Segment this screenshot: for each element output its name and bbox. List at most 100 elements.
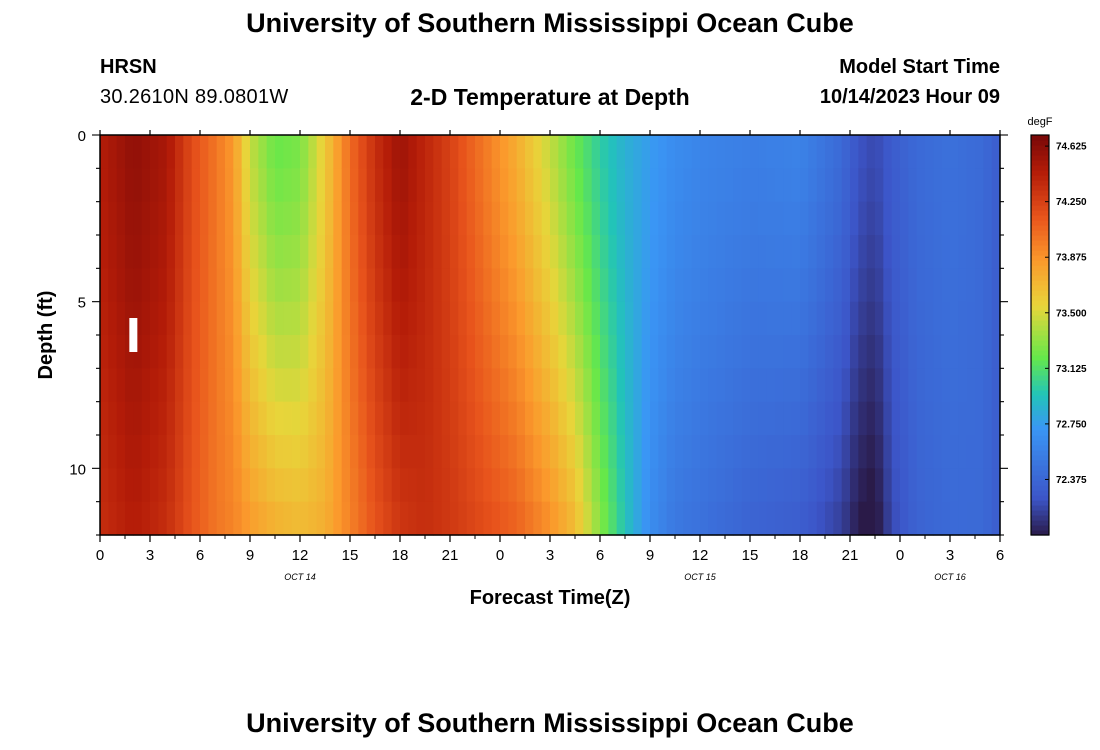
- heatmap-cell: [533, 368, 543, 403]
- heatmap-cell: [883, 135, 893, 169]
- heatmap-cell: [200, 501, 209, 536]
- heatmap-cell: [100, 135, 109, 169]
- heatmap-cell: [916, 201, 926, 236]
- heatmap-cell: [508, 168, 518, 203]
- heatmap-cell: [733, 501, 743, 536]
- heatmap-cell: [883, 335, 893, 369]
- heatmap-cell: [291, 368, 301, 403]
- heatmap-cell: [191, 468, 201, 503]
- heatmap-cell: [791, 368, 801, 403]
- heatmap-cell: [666, 168, 676, 203]
- heatmap-cell: [233, 301, 243, 336]
- heatmap-cell: [916, 468, 926, 503]
- heatmap-cell: [683, 301, 693, 336]
- heatmap-cell: [200, 401, 209, 436]
- heatmap-cell: [841, 135, 851, 169]
- heatmap-cell: [425, 301, 434, 336]
- heatmap-cell: [750, 368, 759, 403]
- heatmap-cell: [175, 268, 184, 303]
- heatmap-cell: [675, 135, 684, 169]
- heatmap-cell: [166, 235, 176, 269]
- heatmap-cell: [958, 368, 968, 403]
- heatmap-cell: [616, 268, 626, 303]
- heatmap-cell: [658, 368, 668, 403]
- heatmap-cell: [100, 468, 109, 503]
- heatmap-cell: [158, 268, 168, 303]
- heatmap-cell: [258, 168, 268, 203]
- heatmap-cell: [325, 201, 334, 236]
- heatmap-cell: [500, 235, 509, 269]
- heatmap-cell: [841, 268, 851, 303]
- heatmap-cell: [375, 501, 384, 536]
- heatmap-cell: [225, 468, 234, 503]
- heatmap-cell: [883, 301, 893, 336]
- heatmap-cell: [333, 401, 343, 436]
- heatmap-cell: [716, 435, 726, 469]
- heatmap-cell: [483, 501, 493, 536]
- heatmap-cell: [816, 435, 826, 469]
- y-axis-label: Depth (ft): [35, 291, 57, 380]
- x-tick-label: 9: [246, 547, 254, 564]
- heatmap-cell: [833, 168, 843, 203]
- heatmap-cell: [275, 501, 284, 536]
- heatmap-cell: [466, 368, 476, 403]
- heatmap-cell: [991, 435, 1001, 469]
- heatmap-cell: [650, 235, 659, 269]
- heatmap-cell: [525, 335, 534, 369]
- heatmap-cell: [483, 201, 493, 236]
- heatmap-cell: [400, 335, 409, 369]
- heatmap-cell: [183, 435, 193, 469]
- heatmap-cell: [366, 135, 376, 169]
- heatmap-cell: [491, 201, 501, 236]
- heatmap-cell: [883, 501, 893, 536]
- heatmap-cell: [333, 268, 343, 303]
- heatmap-cell: [241, 235, 251, 269]
- heatmap-cell: [741, 468, 751, 503]
- heatmap-cell: [816, 235, 826, 269]
- heatmap-cell: [266, 468, 276, 503]
- heatmap-cell: [383, 468, 393, 503]
- colorbar-segment: [1031, 210, 1049, 216]
- heatmap-cell: [950, 135, 959, 169]
- heatmap-cell: [391, 168, 401, 203]
- heatmap-cell: [641, 301, 651, 336]
- heatmap-cell: [208, 201, 218, 236]
- heatmap-cell: [266, 235, 276, 269]
- heatmap-cell: [866, 168, 876, 203]
- heatmap-cell: [358, 401, 368, 436]
- heatmap-cell: [733, 135, 743, 169]
- colorbar-segment: [1031, 395, 1049, 401]
- colorbar-tick-label: 74.625: [1056, 142, 1087, 153]
- heatmap-cell: [308, 335, 318, 369]
- heatmap-cell: [741, 201, 751, 236]
- heatmap-cell: [925, 368, 934, 403]
- heatmap-cell: [250, 435, 259, 469]
- heatmap-cell: [700, 435, 709, 469]
- heatmap-cell: [125, 268, 134, 303]
- heatmap-cell: [725, 401, 734, 436]
- heatmap-cell: [500, 301, 509, 336]
- heatmap-cell: [483, 401, 493, 436]
- heatmap-cell: [575, 435, 584, 469]
- heatmap-cell: [591, 235, 601, 269]
- heatmap-cell: [908, 501, 918, 536]
- heatmap-cell: [583, 201, 593, 236]
- heatmap-cell: [675, 468, 684, 503]
- heatmap-cell: [283, 401, 293, 436]
- heatmap-cell: [708, 401, 718, 436]
- colorbar-segment: [1031, 455, 1049, 461]
- heatmap-cell: [400, 401, 409, 436]
- colorbar-segment: [1031, 470, 1049, 476]
- heatmap-cell: [991, 301, 1001, 336]
- heatmap-cell: [758, 301, 768, 336]
- heatmap-cell: [658, 335, 668, 369]
- heatmap-cell: [841, 168, 851, 203]
- heatmap-cell: [908, 201, 918, 236]
- heatmap-cell: [100, 301, 109, 336]
- heatmap-cell: [983, 135, 993, 169]
- heatmap-cell: [216, 201, 226, 236]
- heatmap-cell: [591, 301, 601, 336]
- heatmap-cell: [366, 401, 376, 436]
- x-tick-label: 21: [442, 547, 459, 564]
- heatmap-cell: [216, 435, 226, 469]
